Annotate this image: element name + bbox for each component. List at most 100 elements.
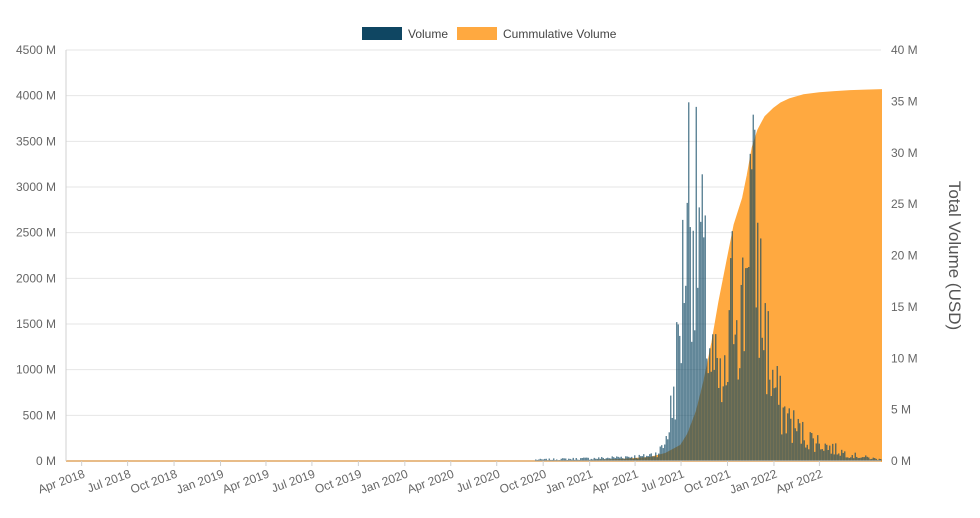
volume-bar xyxy=(596,458,598,461)
volume-bar xyxy=(716,357,718,461)
volume-bar xyxy=(599,458,601,461)
volume-bar xyxy=(790,418,792,461)
volume-bar xyxy=(829,445,831,461)
volume-bar xyxy=(871,458,873,461)
volume-bar xyxy=(742,257,744,461)
volume-bar xyxy=(683,303,685,461)
volume-bar xyxy=(614,458,616,461)
volume-bar xyxy=(718,387,720,461)
volume-bar xyxy=(836,454,838,461)
volume-bar xyxy=(767,311,769,461)
volume-bar xyxy=(824,443,826,461)
volume-bar xyxy=(545,458,547,461)
volume-bar xyxy=(539,458,541,461)
volume-bar xyxy=(550,459,552,461)
x-tick-label: Jan 2021 xyxy=(543,467,594,497)
volume-bar xyxy=(541,459,543,461)
volume-bar xyxy=(563,458,565,461)
volume-bar xyxy=(862,457,864,461)
y-left-tick-label: 500 M xyxy=(23,408,56,422)
volume-bar xyxy=(763,350,765,461)
volume-bar xyxy=(682,219,684,461)
x-tick-label: Apr 2020 xyxy=(405,467,456,497)
volume-bar xyxy=(617,456,619,461)
volume-bar xyxy=(634,455,636,461)
volume-bar xyxy=(637,458,639,461)
volume-bar xyxy=(590,458,592,461)
volume-bar xyxy=(725,385,727,461)
y-right-tick-label: 10 M xyxy=(891,351,918,365)
legend-label[interactable]: Volume xyxy=(408,27,448,41)
volume-bar xyxy=(799,423,801,461)
volume-bar xyxy=(697,287,699,461)
volume-bar xyxy=(803,440,805,461)
x-tick-label: Oct 2019 xyxy=(313,467,364,497)
volume-bar xyxy=(665,436,667,461)
volume-bar xyxy=(793,410,795,461)
volume-bar xyxy=(622,458,624,461)
volume-bar xyxy=(812,438,814,461)
volume-bar xyxy=(761,337,763,461)
volume-bar xyxy=(586,457,588,461)
volume-bar xyxy=(566,459,568,461)
volume-bar xyxy=(772,369,774,461)
volume-bar xyxy=(623,458,625,461)
volume-bar xyxy=(778,404,780,461)
volume-bar xyxy=(587,457,589,461)
volume-bar xyxy=(775,387,777,461)
volume-bar xyxy=(779,375,781,461)
volume-bar xyxy=(712,334,714,461)
volume-bar xyxy=(616,456,618,461)
volume-bar xyxy=(620,456,622,461)
volume-bar xyxy=(874,458,876,461)
volume-bar xyxy=(601,456,603,461)
volume-bar xyxy=(802,421,804,461)
volume-bar xyxy=(568,458,570,461)
x-tick-label: Apr 2018 xyxy=(36,467,87,497)
volume-bar xyxy=(728,310,730,461)
volume-bar xyxy=(839,455,841,461)
legend-label[interactable]: Cummulative Volume xyxy=(503,27,617,41)
volume-bar xyxy=(667,439,669,461)
y-left-tick-label: 4500 M xyxy=(16,43,56,57)
volume-bar xyxy=(629,457,631,461)
volume-bar xyxy=(833,454,835,461)
volume-bar xyxy=(575,458,577,461)
volume-bar xyxy=(724,355,726,461)
volume-bar xyxy=(859,457,861,461)
volume-bar xyxy=(733,344,735,461)
volume-bar xyxy=(809,432,811,461)
volume-bar xyxy=(604,459,606,461)
volume-bar xyxy=(638,454,640,461)
volume-bar xyxy=(782,407,784,461)
volume-bar xyxy=(866,456,868,461)
y-right-tick-label: 5 M xyxy=(891,403,911,417)
volume-bar xyxy=(784,406,786,461)
volume-bar xyxy=(598,457,600,461)
volume-bar xyxy=(670,395,672,461)
grid xyxy=(66,49,881,462)
x-tick-label: Jul 2021 xyxy=(639,467,687,496)
y-left-tick-label: 4000 M xyxy=(16,89,56,103)
volume-bar xyxy=(611,456,613,461)
volume-bar xyxy=(791,442,793,461)
x-tick-label: Jul 2018 xyxy=(85,467,133,496)
volume-bar xyxy=(745,268,747,461)
volume-bar xyxy=(860,457,862,461)
volume-bar xyxy=(695,106,697,461)
volume-bar xyxy=(727,381,729,461)
volume-bar xyxy=(739,368,741,461)
volume-bar xyxy=(680,363,682,461)
volume-bar xyxy=(737,379,739,461)
volume-bar xyxy=(832,443,834,461)
legend-swatch[interactable] xyxy=(457,27,497,40)
legend-swatch[interactable] xyxy=(362,27,402,40)
volume-bar xyxy=(845,457,847,461)
volume-bar xyxy=(776,366,778,461)
volume-bar xyxy=(658,453,660,461)
volume-bar xyxy=(869,459,871,461)
volume-bar xyxy=(605,458,607,461)
volume-bar xyxy=(688,102,690,461)
volume-bar xyxy=(853,458,855,461)
